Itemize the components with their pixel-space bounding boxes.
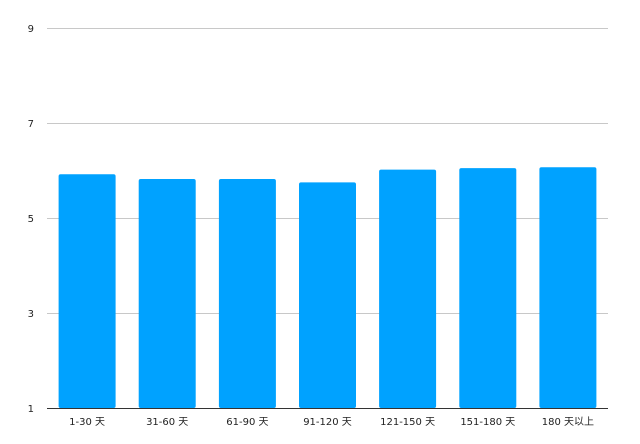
bar-3	[218, 179, 276, 408]
x-tick-label: 180 天以上	[542, 416, 594, 428]
x-tick-label: 31-60 天	[146, 417, 188, 428]
x-tick-label: 151-180 天	[460, 417, 515, 428]
x-tick-label: 61-90 天	[226, 417, 268, 428]
x-tick-label: 1-30 天	[69, 417, 105, 428]
bar-7	[539, 167, 597, 408]
bars	[58, 167, 597, 408]
y-tick-label: 7	[28, 119, 34, 130]
x-tick-label: 91-120 天	[303, 417, 352, 428]
y-tick-label: 1	[28, 404, 34, 415]
bar-1	[58, 174, 116, 408]
y-tick-label: 3	[28, 309, 34, 320]
x-tick-label: 121-150 天	[380, 417, 435, 428]
bar-2	[138, 179, 196, 408]
y-tick-labels: 1 3 5 7 9	[28, 24, 34, 415]
bar-4	[299, 182, 356, 408]
bar-6	[459, 168, 517, 408]
y-tick-label: 5	[28, 214, 34, 225]
y-tick-label: 9	[28, 24, 34, 35]
bar-5	[379, 169, 437, 408]
x-tick-labels: 1-30 天 31-60 天 61-90 天 91-120 天 121-150 天 151…	[69, 416, 594, 428]
